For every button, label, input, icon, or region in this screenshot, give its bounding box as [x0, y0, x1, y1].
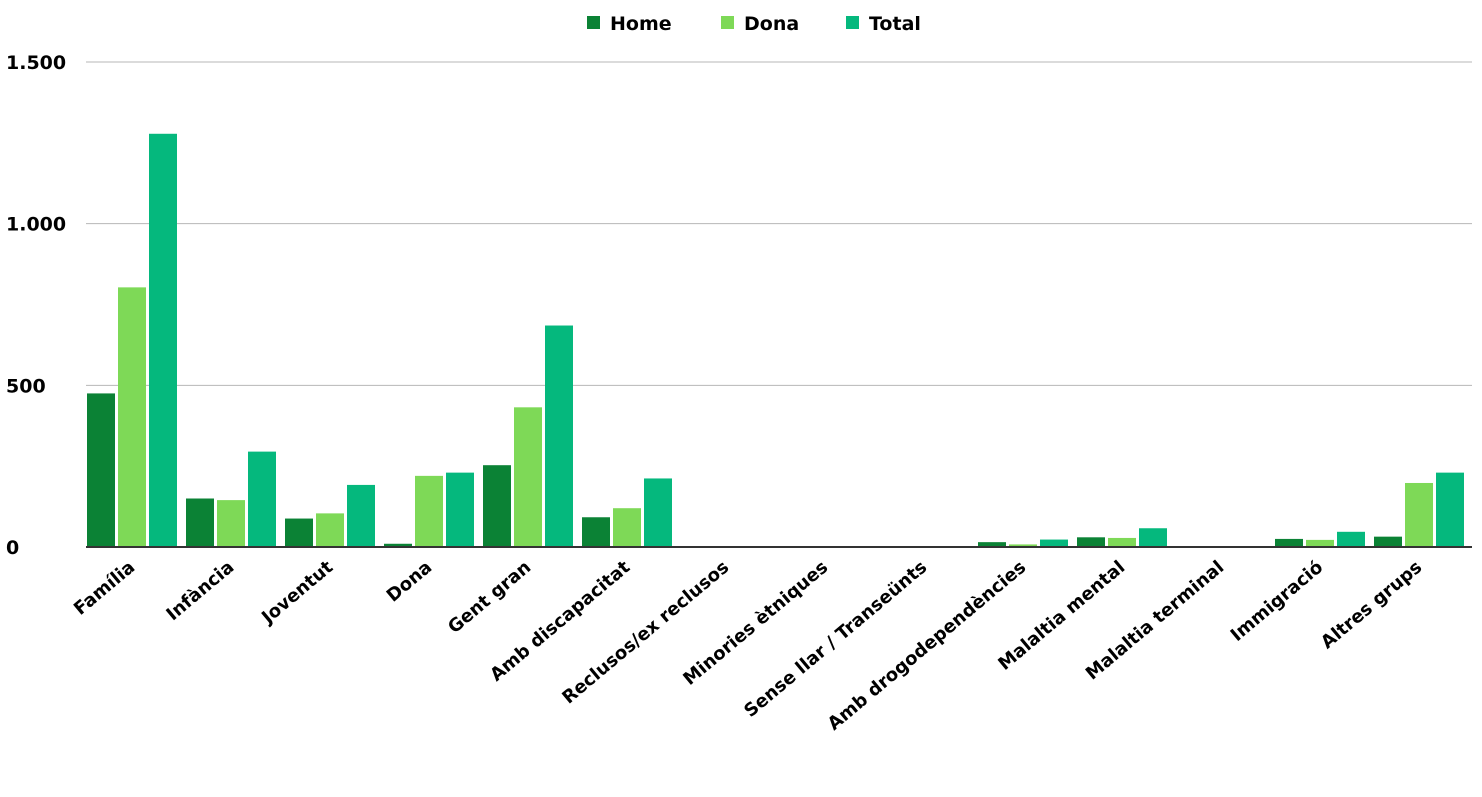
bar-group — [87, 133, 177, 547]
bar-dona — [514, 407, 542, 547]
bar-total — [644, 478, 672, 547]
bar-dona — [415, 475, 443, 547]
legend-item-total: Total — [846, 13, 921, 35]
bar-home — [1077, 537, 1105, 547]
bar-home — [483, 465, 511, 547]
bar-total — [347, 484, 375, 547]
bar-home — [1374, 536, 1402, 547]
legend-swatch — [846, 16, 859, 29]
bar-group — [582, 478, 672, 547]
bar-total — [1040, 539, 1068, 547]
x-tick-label: Reclusos/ex reclusos — [558, 557, 733, 709]
bar-home — [87, 393, 115, 547]
x-tick-label: Infància — [162, 557, 238, 625]
y-tick-label: 0 — [6, 537, 19, 559]
legend-item-dona: Dona — [721, 13, 799, 35]
bar-group — [978, 539, 1068, 547]
bar-total — [446, 472, 474, 547]
x-axis-category-labels: Família Infància Joventut Dona Gent gran Amb … — [70, 556, 1426, 734]
bar-dona — [613, 508, 641, 547]
y-tick-label: 500 — [6, 375, 46, 397]
bar-group — [1275, 531, 1365, 547]
x-tick-label: Amb drogodependències — [824, 557, 1030, 735]
bar-home — [582, 517, 610, 547]
bar-group — [1374, 472, 1464, 547]
legend-item-home: Home — [587, 13, 672, 35]
bar-total — [1436, 472, 1464, 547]
x-tick-label: Família — [70, 557, 139, 620]
legend-label: Total — [869, 13, 921, 35]
x-tick-label: Altres grups — [1317, 557, 1426, 653]
bar-dona — [1009, 544, 1037, 547]
y-tick-label: 1.500 — [6, 52, 66, 74]
bar-dona — [217, 500, 245, 547]
bar-total — [1139, 528, 1167, 547]
legend-label: Dona — [744, 13, 799, 35]
bar-home — [285, 518, 313, 547]
bar-dona — [118, 287, 146, 547]
bar-home — [1275, 538, 1303, 547]
bar-dona — [1306, 539, 1334, 547]
x-tick-label: Sense llar / Transeünts — [740, 557, 931, 722]
chart-legend: Home Dona Total — [587, 13, 921, 35]
legend-swatch — [721, 16, 734, 29]
x-tick-label: Immigració — [1227, 557, 1327, 646]
y-tick-label: 1.000 — [6, 214, 66, 236]
bar-home — [384, 543, 412, 547]
bar-dona — [1405, 482, 1433, 547]
bar-groups — [87, 133, 1464, 547]
bar-dona — [316, 513, 344, 547]
bar-total — [1337, 531, 1365, 547]
bar-home — [978, 542, 1006, 547]
bar-group — [384, 472, 474, 547]
bar-group — [186, 451, 276, 547]
bar-home — [186, 498, 214, 547]
legend-swatch — [587, 16, 600, 29]
legend-label: Home — [610, 13, 672, 35]
bar-total — [248, 451, 276, 547]
y-gridlines — [86, 61, 1472, 386]
bar-group — [483, 325, 573, 547]
bar-dona — [1108, 537, 1136, 547]
bar-group — [1077, 528, 1167, 547]
bar-total — [149, 133, 177, 547]
x-tick-label: Dona — [383, 557, 437, 607]
x-tick-label: Joventut — [256, 556, 337, 629]
bar-total — [545, 325, 573, 547]
bar-group — [285, 484, 375, 547]
y-axis-tick-labels: 0 500 1.000 1.500 — [6, 52, 66, 559]
x-tick-label: Gent gran — [444, 557, 535, 638]
